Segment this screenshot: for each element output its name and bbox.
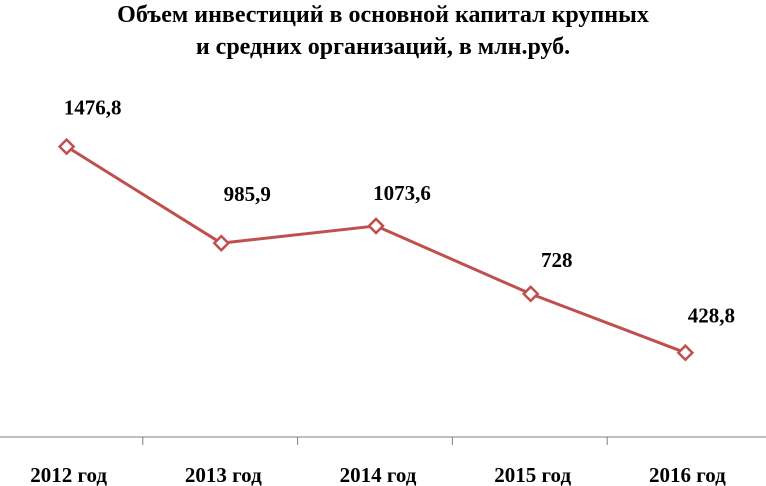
x-tick-label: 2012 год [30, 463, 107, 486]
chart-title-line-2: и средних организаций, в млн.руб. [195, 34, 571, 60]
data-label: 1073,6 [373, 181, 431, 205]
data-label: 1476,8 [64, 96, 122, 120]
data-point-marker [676, 343, 695, 362]
data-label: 985,9 [224, 182, 271, 206]
x-tick-label: 2014 год [340, 463, 417, 486]
data-point-marker [521, 285, 540, 303]
series-line [65, 145, 686, 355]
chart-title-line-1: Объем инвестиций в основной капитал круп… [117, 2, 649, 28]
data-point-marker [367, 217, 385, 235]
x-tick-label: 2013 год [185, 463, 262, 486]
data-label: 728 [541, 248, 573, 272]
x-tick-label: 2016 год [649, 463, 726, 486]
data-label: 428,8 [688, 304, 735, 328]
data-point-marker [57, 137, 76, 156]
data-point-marker [212, 234, 231, 252]
x-tick-label: 2015 год [494, 463, 571, 486]
